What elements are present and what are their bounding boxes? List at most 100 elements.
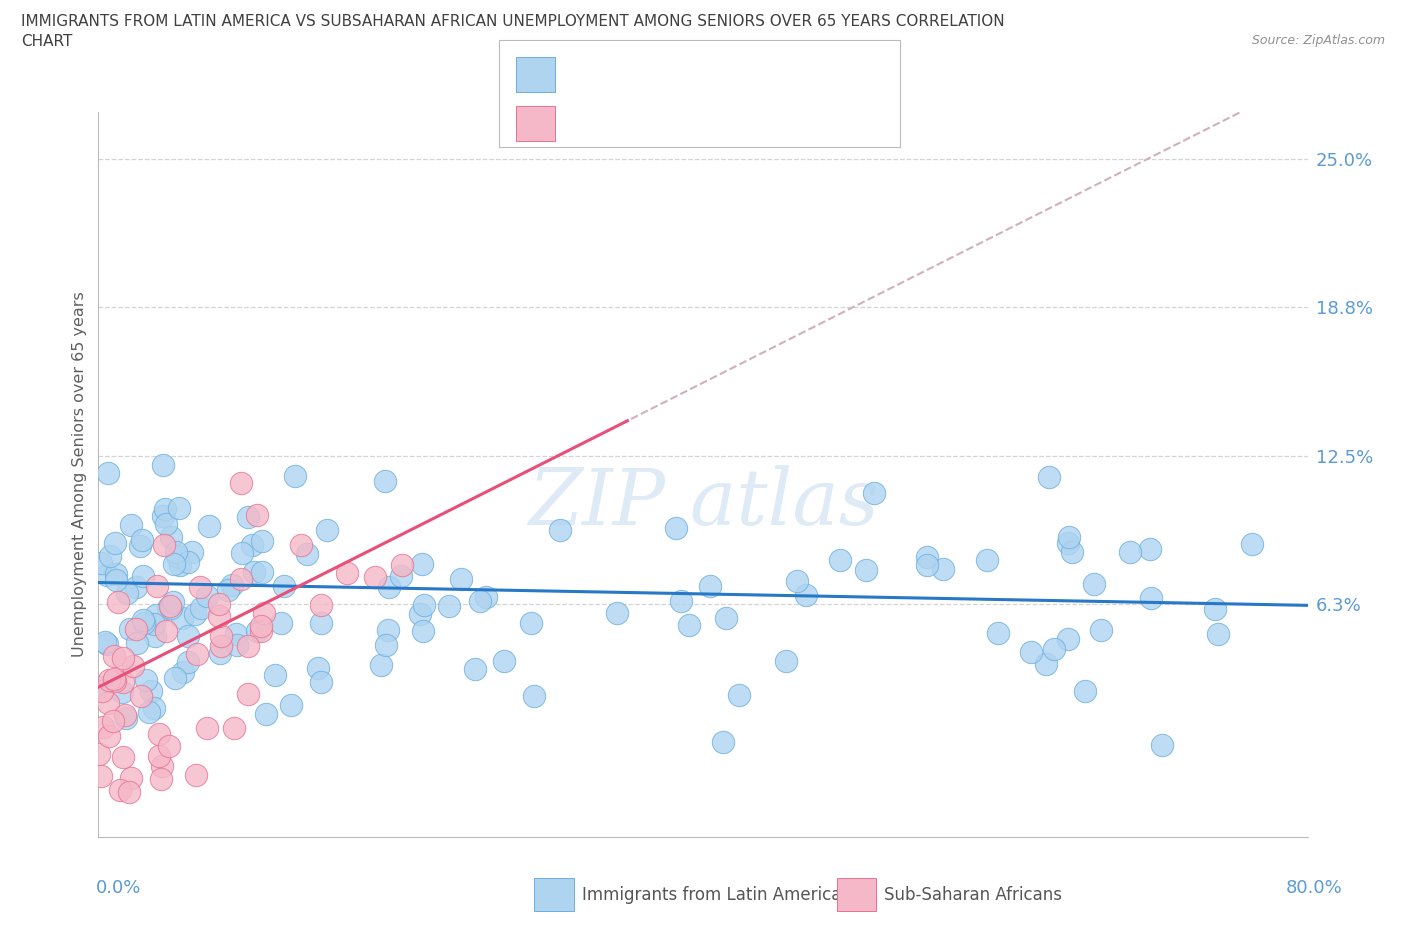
Point	[987, 625, 1010, 640]
Point	[236, 686, 259, 701]
Point	[714, 611, 737, 626]
Point	[129, 688, 152, 703]
Point	[125, 579, 148, 594]
Point	[146, 578, 169, 593]
Point	[246, 624, 269, 639]
Point	[128, 538, 150, 553]
Point	[91, 720, 114, 735]
Point	[1204, 602, 1226, 617]
Point	[132, 568, 155, 583]
Point	[172, 611, 194, 626]
Point	[98, 549, 121, 564]
Point	[253, 605, 276, 620]
Text: CHART: CHART	[21, 34, 73, 49]
Point	[195, 720, 218, 735]
Point	[295, 546, 318, 561]
Point	[186, 647, 208, 662]
Point	[148, 749, 170, 764]
Point	[163, 671, 186, 686]
Point	[830, 553, 852, 568]
Point	[157, 738, 180, 753]
Point	[97, 466, 120, 481]
Point	[280, 698, 302, 712]
Point	[1150, 737, 1173, 752]
Point	[475, 590, 498, 604]
Point	[104, 536, 127, 551]
Point	[1083, 577, 1105, 591]
Point	[160, 601, 183, 616]
Point	[209, 629, 232, 644]
Point	[190, 601, 212, 616]
Point	[104, 566, 127, 581]
Text: 80.0%: 80.0%	[1286, 879, 1343, 897]
Point	[932, 562, 955, 577]
Point	[450, 571, 472, 586]
Point	[226, 638, 249, 653]
Point	[439, 599, 461, 614]
Point	[188, 579, 211, 594]
Point	[1019, 644, 1042, 659]
Text: 0.0%: 0.0%	[96, 879, 141, 897]
Point	[162, 595, 184, 610]
Point	[309, 598, 332, 613]
Point	[976, 552, 998, 567]
Point	[209, 645, 232, 660]
Point	[855, 562, 877, 577]
Point	[1057, 631, 1080, 646]
Point	[240, 538, 263, 552]
Point	[208, 609, 231, 624]
Point	[236, 510, 259, 525]
Point	[111, 684, 134, 699]
Point	[165, 545, 187, 560]
Point	[1057, 529, 1080, 544]
Point	[335, 565, 357, 580]
Point	[115, 711, 138, 725]
Point	[103, 671, 125, 686]
Point	[284, 469, 307, 484]
Point	[309, 674, 332, 689]
Point	[250, 534, 273, 549]
Point	[90, 556, 112, 571]
Point	[177, 629, 200, 644]
Point	[97, 728, 120, 743]
Point	[408, 606, 430, 621]
Point	[112, 675, 135, 690]
Point	[148, 726, 170, 741]
Point	[1062, 545, 1084, 560]
Point	[114, 708, 136, 723]
Point	[207, 596, 229, 611]
Point	[290, 538, 312, 552]
Point	[378, 579, 401, 594]
Point	[1206, 627, 1229, 642]
Text: N =: N =	[686, 114, 738, 132]
Point	[468, 594, 491, 609]
Point	[389, 568, 412, 583]
Point	[231, 572, 253, 587]
Point	[91, 684, 114, 698]
Point	[153, 501, 176, 516]
Point	[1038, 470, 1060, 485]
Point	[863, 485, 886, 500]
Point	[236, 638, 259, 653]
Point	[374, 473, 396, 488]
Point	[548, 523, 571, 538]
Point	[177, 555, 200, 570]
Point	[520, 616, 543, 631]
Point	[98, 672, 121, 687]
Point	[159, 598, 181, 613]
Text: R =: R =	[569, 65, 609, 83]
Point	[172, 664, 194, 679]
Point	[149, 771, 172, 786]
Point	[96, 568, 118, 583]
Point	[177, 654, 200, 669]
Point	[132, 613, 155, 628]
Point	[90, 768, 112, 783]
Point	[246, 508, 269, 523]
Point	[167, 501, 190, 516]
Point	[162, 556, 184, 571]
Point	[231, 475, 253, 490]
Point	[152, 509, 174, 524]
Point	[139, 684, 162, 698]
Point	[1240, 537, 1263, 551]
Point	[464, 662, 486, 677]
